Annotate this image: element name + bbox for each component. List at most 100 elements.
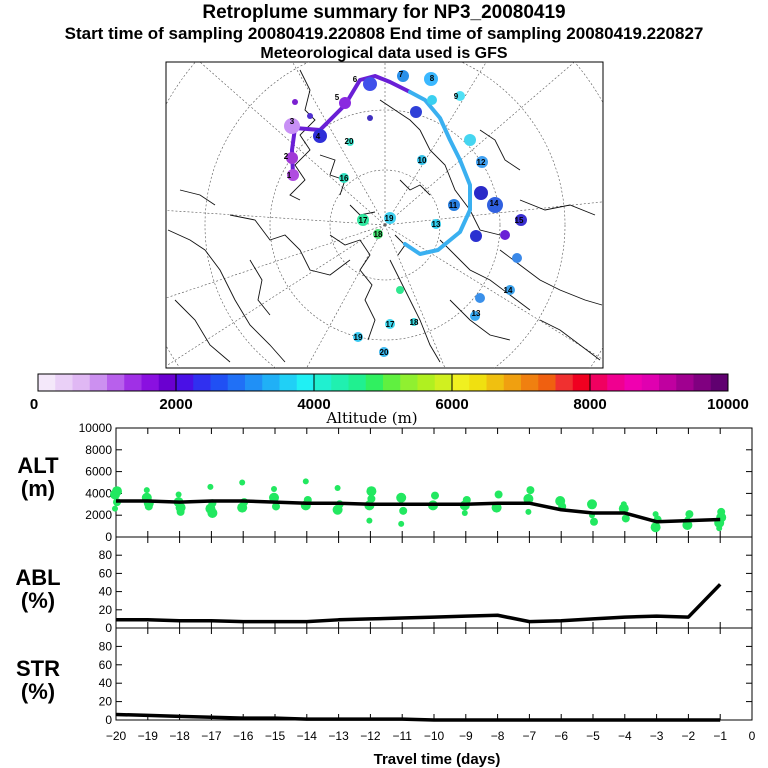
y-tick-label: 20 [99,603,113,617]
y-tick-label: 80 [99,639,113,653]
colorbar-cell [607,374,625,391]
panel-abl: 0 20 40 60 80 ABL(%) [15,536,753,635]
panel-frame [115,536,753,629]
x-tick-label: −8 [491,729,505,743]
colorbar-cell [710,374,729,391]
altitude-point [112,505,118,512]
map-day-label: 11 [449,201,458,210]
altitude-point [239,479,246,486]
colorbar-title: Altitude (m) [325,409,417,427]
altitude-point [302,478,309,485]
colorbar-cell [89,374,108,391]
altitude-point [112,486,122,497]
y-tick-label: 60 [99,658,113,672]
map-day-label: 1 [287,171,292,180]
colorbar-cell [348,374,367,391]
colorbar-cell [659,374,677,391]
altitude-point [590,517,598,526]
panel-ylabel: ALT [17,453,59,478]
colorbar-tick-label: 0 [30,396,38,413]
map-day-label: 20 [345,137,354,146]
altitude-point [523,493,534,504]
colorbar-cell [676,374,694,391]
x-tick-label: −3 [650,729,664,743]
x-tick-label: −15 [265,729,286,743]
map-day-label: 10 [418,156,427,165]
colorbar-cell [400,374,418,391]
altitude-point [399,506,408,515]
series-line-abl [116,583,722,624]
y-tick-label: 8000 [85,443,112,457]
colorbar-cell [72,374,91,391]
y-tick-label: 80 [99,548,113,562]
altitude-point [398,520,405,527]
altitude-point [366,486,377,497]
panel-ylabel: (%) [21,679,55,704]
map-day-label: 3 [290,117,295,126]
colorbar-cell [227,374,246,391]
altitude-point [461,510,468,517]
colorbar-cells [38,374,729,391]
colorbar-cell [555,374,574,391]
x-tick-label: −18 [169,729,190,743]
map-day-label: 2 [284,152,289,161]
x-tick-label: −14 [297,729,318,743]
colorbar-cell [331,374,349,391]
colorbar-tick-label: 10000 [707,396,749,413]
colorbar-cell [193,374,211,391]
map-day-label: 6 [353,75,358,84]
colorbar-cell [245,374,263,391]
map-day-label: 9 [454,92,459,101]
y-tick-label: 40 [99,585,113,599]
altitude-point [366,517,373,524]
graticule [166,62,603,368]
altitude-point [494,490,503,499]
sampling-times: Start time of sampling 20080419.220808 E… [64,24,704,43]
x-tick-label: −10 [424,729,445,743]
colorbar-cell [572,374,591,391]
x-tick-label: −20 [106,729,127,743]
altitude-point [620,501,627,508]
colorbar-cell [38,374,56,391]
map-day-label: 19 [385,214,394,223]
map-day-label: 14 [490,199,499,208]
colorbar-cell [469,374,487,391]
colorbar-tick-label: 8000 [573,396,606,413]
y-tick-label: 10000 [79,421,113,435]
y-tick-label: 2000 [85,508,112,522]
colorbar-cell [434,374,453,391]
colorbar-cell [486,374,505,391]
y-tick-label: 0 [105,621,112,635]
x-tick-label: −16 [233,729,254,743]
altitude-point [175,491,182,498]
y-tick-label: 4000 [85,486,112,500]
altitude-point [685,510,694,519]
altitude-point [334,484,341,491]
colorbar-cell [693,374,712,391]
colorbar-cell [417,374,436,391]
map-day-label: 18 [410,318,419,327]
x-tick-label: −12 [360,729,381,743]
colorbar-cell [296,374,315,391]
map-day-label: 17 [359,216,368,225]
map-day-label: 18 [374,230,383,239]
x-tick-label: −2 [682,729,696,743]
colorbar-tick-label: 6000 [435,396,468,413]
colorbar-cell [503,374,522,391]
y-tick-label: 0 [105,530,112,544]
map-day-label: 15 [515,216,524,225]
series-line-alt [116,499,721,524]
x-tick-label: −1 [713,729,727,743]
map-day-label: 19 [354,333,363,342]
panel-ylabel: STR [16,656,60,681]
colorbar-cell [176,374,194,391]
y-tick-label: 0 [105,713,112,727]
altitude-point [621,514,630,523]
colorbar-cell [158,374,177,391]
x-tick-label: −13 [328,729,349,743]
x-axis-label: Travel time (days) [374,751,501,768]
map-day-label: 4 [316,132,321,141]
